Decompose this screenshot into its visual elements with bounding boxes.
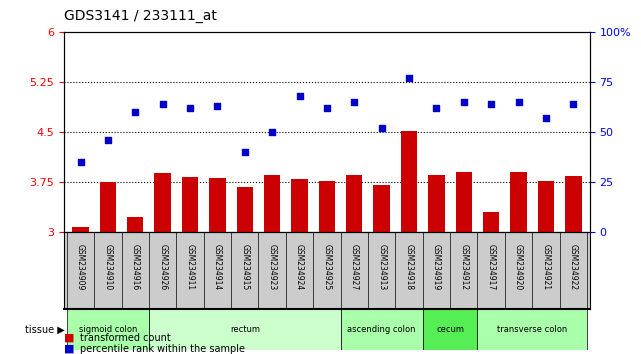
FancyBboxPatch shape — [422, 309, 478, 350]
Point — [486, 101, 496, 107]
Text: percentile rank within the sample: percentile rank within the sample — [80, 344, 245, 354]
Text: cecum: cecum — [436, 325, 464, 335]
Point — [130, 109, 140, 115]
Point — [294, 93, 304, 99]
Bar — [428, 175, 445, 354]
Text: GSM234916: GSM234916 — [131, 244, 140, 290]
Text: transverse colon: transverse colon — [497, 325, 567, 335]
Text: GSM234920: GSM234920 — [514, 244, 523, 290]
Text: transformed count: transformed count — [80, 333, 171, 343]
Bar — [100, 182, 116, 354]
Bar — [374, 185, 390, 354]
Text: GSM234921: GSM234921 — [542, 244, 551, 290]
Text: sigmoid colon: sigmoid colon — [79, 325, 137, 335]
Bar — [401, 131, 417, 354]
Bar — [319, 181, 335, 354]
Text: GSM234923: GSM234923 — [268, 244, 277, 290]
Bar — [346, 175, 363, 354]
Text: GSM234909: GSM234909 — [76, 244, 85, 290]
Point — [404, 75, 414, 81]
Point — [349, 99, 360, 105]
Text: GSM234914: GSM234914 — [213, 244, 222, 290]
Bar — [182, 177, 198, 354]
Text: GDS3141 / 233111_at: GDS3141 / 233111_at — [64, 9, 217, 23]
Text: GSM234912: GSM234912 — [460, 244, 469, 290]
Text: GSM234925: GSM234925 — [322, 244, 331, 290]
Text: ■: ■ — [64, 333, 74, 343]
FancyBboxPatch shape — [478, 309, 587, 350]
Text: GSM234918: GSM234918 — [404, 244, 413, 290]
Text: ■: ■ — [64, 344, 74, 354]
FancyBboxPatch shape — [149, 309, 340, 350]
Bar — [291, 179, 308, 354]
Point — [459, 99, 469, 105]
Bar — [154, 173, 171, 354]
Text: GSM234922: GSM234922 — [569, 244, 578, 290]
Text: GSM234910: GSM234910 — [103, 244, 112, 290]
Point — [541, 115, 551, 121]
Point — [212, 103, 222, 109]
Point — [431, 105, 442, 111]
Bar — [538, 181, 554, 354]
Bar — [127, 217, 144, 354]
Text: GSM234917: GSM234917 — [487, 244, 495, 290]
FancyBboxPatch shape — [340, 309, 422, 350]
Text: GSM234927: GSM234927 — [350, 244, 359, 290]
Point — [513, 99, 524, 105]
Bar — [209, 178, 226, 354]
Point — [76, 159, 86, 165]
Text: GSM234913: GSM234913 — [377, 244, 386, 290]
Point — [185, 105, 195, 111]
Bar — [510, 172, 527, 354]
Text: GSM234919: GSM234919 — [432, 244, 441, 290]
Point — [158, 101, 168, 107]
Point — [322, 105, 332, 111]
Bar — [264, 175, 280, 354]
Point — [267, 129, 278, 135]
Text: GSM234924: GSM234924 — [295, 244, 304, 290]
Bar — [456, 172, 472, 354]
Text: GSM234911: GSM234911 — [185, 244, 194, 290]
Point — [103, 137, 113, 143]
Text: GSM234915: GSM234915 — [240, 244, 249, 290]
Point — [240, 149, 250, 155]
FancyBboxPatch shape — [67, 309, 149, 350]
Text: rectum: rectum — [229, 325, 260, 335]
Text: tissue ▶: tissue ▶ — [25, 325, 65, 335]
Bar — [565, 176, 581, 354]
Point — [568, 101, 578, 107]
Text: ascending colon: ascending colon — [347, 325, 416, 335]
Bar — [237, 187, 253, 354]
Bar — [72, 227, 88, 354]
Point — [376, 125, 387, 131]
Bar — [483, 212, 499, 354]
Text: GSM234926: GSM234926 — [158, 244, 167, 290]
